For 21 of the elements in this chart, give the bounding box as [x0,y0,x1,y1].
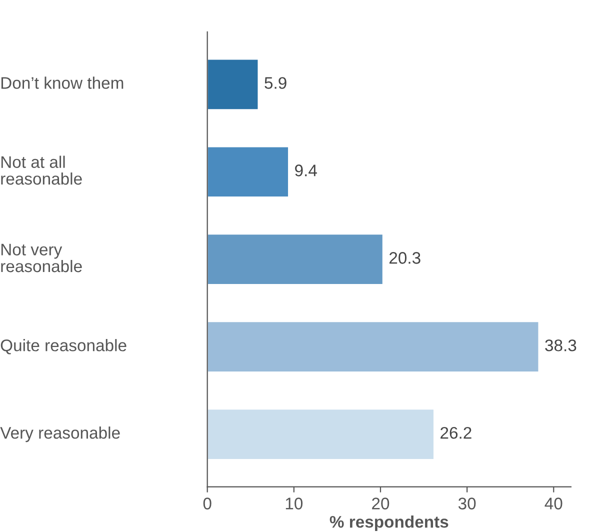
data-label: 38.3 [545,339,576,352]
data-label: 9.4 [295,164,317,176]
x-tick-label: 40 [544,498,562,510]
x-tick-label: 30 [458,498,476,510]
data-label: 20.3 [389,252,420,264]
data-label: 26.2 [440,426,472,439]
bar [207,408,435,460]
y-tick-label: Don’t know them [1,76,124,89]
y-tick-label: Not at all reasonable [1,156,82,185]
y-tick-label: Very reasonable [0,426,120,442]
x-tick-label: 0 [203,498,212,510]
bar [207,58,260,110]
bar [207,146,290,198]
y-tick-label: Not very reasonable [1,244,82,272]
x-axis-title: % respondents [330,516,448,532]
data-label: 5.9 [264,77,286,89]
x-tick-label: 20 [372,498,390,510]
bar [207,233,384,286]
y-tick-label: Quite reasonable [0,339,126,354]
bar [207,320,540,373]
x-tick-label: 10 [286,498,303,510]
